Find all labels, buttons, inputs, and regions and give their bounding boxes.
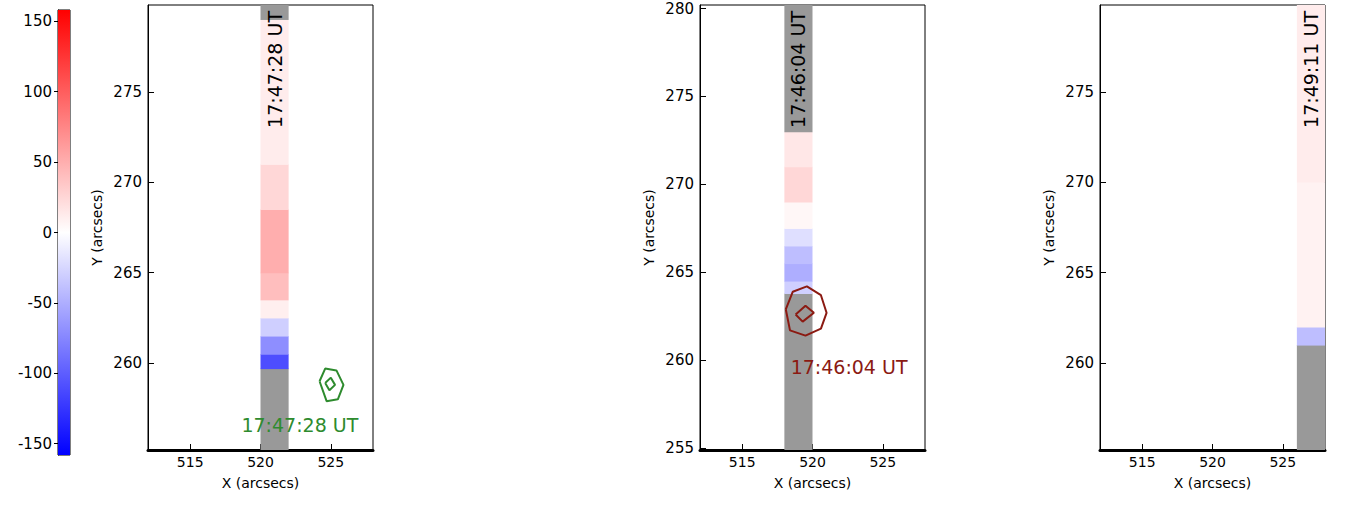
svg-text:-100: -100 — [18, 364, 52, 382]
svg-text:Y (arcsecs): Y (arcsecs) — [89, 189, 105, 267]
svg-text:265: 265 — [665, 263, 694, 281]
svg-text:265: 265 — [113, 264, 142, 282]
svg-text:17:46:04 UT: 17:46:04 UT — [791, 356, 908, 378]
svg-text:270: 270 — [1065, 173, 1094, 191]
svg-text:260: 260 — [665, 351, 694, 369]
svg-text:525: 525 — [869, 454, 896, 470]
svg-text:Y (arcsecs): Y (arcsecs) — [641, 189, 657, 267]
svg-text:17:47:28 UT: 17:47:28 UT — [241, 414, 358, 436]
svg-text:515: 515 — [177, 454, 204, 470]
svg-text:100: 100 — [23, 83, 52, 101]
svg-text:-50: -50 — [28, 294, 53, 312]
svg-text:270: 270 — [665, 175, 694, 193]
svg-text:X (arcsecs): X (arcsecs) — [774, 475, 852, 491]
svg-text:X (arcsecs): X (arcsecs) — [1174, 475, 1252, 491]
svg-text:520: 520 — [1199, 454, 1226, 470]
svg-text:515: 515 — [1129, 454, 1156, 470]
svg-text:275: 275 — [113, 83, 142, 101]
svg-text:260: 260 — [113, 354, 142, 372]
svg-text:150: 150 — [23, 12, 52, 30]
svg-text:520: 520 — [247, 454, 274, 470]
svg-text:275: 275 — [665, 87, 694, 105]
svg-text:280: 280 — [665, 0, 694, 18]
svg-text:Y (arcsecs): Y (arcsecs) — [1041, 189, 1057, 267]
svg-text:0: 0 — [42, 224, 52, 242]
svg-text:525: 525 — [1269, 454, 1296, 470]
svg-text:270: 270 — [113, 173, 142, 191]
svg-text:-150: -150 — [18, 435, 52, 453]
svg-text:50: 50 — [33, 153, 52, 171]
svg-text:260: 260 — [1065, 354, 1094, 372]
svg-text:X (arcsecs): X (arcsecs) — [222, 475, 300, 491]
svg-text:17:46:04 UT: 17:46:04 UT — [787, 11, 809, 128]
svg-text:525: 525 — [317, 454, 344, 470]
svg-text:265: 265 — [1065, 264, 1094, 282]
svg-text:17:47:28 UT: 17:47:28 UT — [264, 11, 286, 128]
svg-text:255: 255 — [665, 439, 694, 457]
svg-text:275: 275 — [1065, 83, 1094, 101]
svg-text:17:49:11 UT: 17:49:11 UT — [1300, 11, 1322, 128]
svg-text:520: 520 — [799, 454, 826, 470]
svg-text:515: 515 — [729, 454, 756, 470]
